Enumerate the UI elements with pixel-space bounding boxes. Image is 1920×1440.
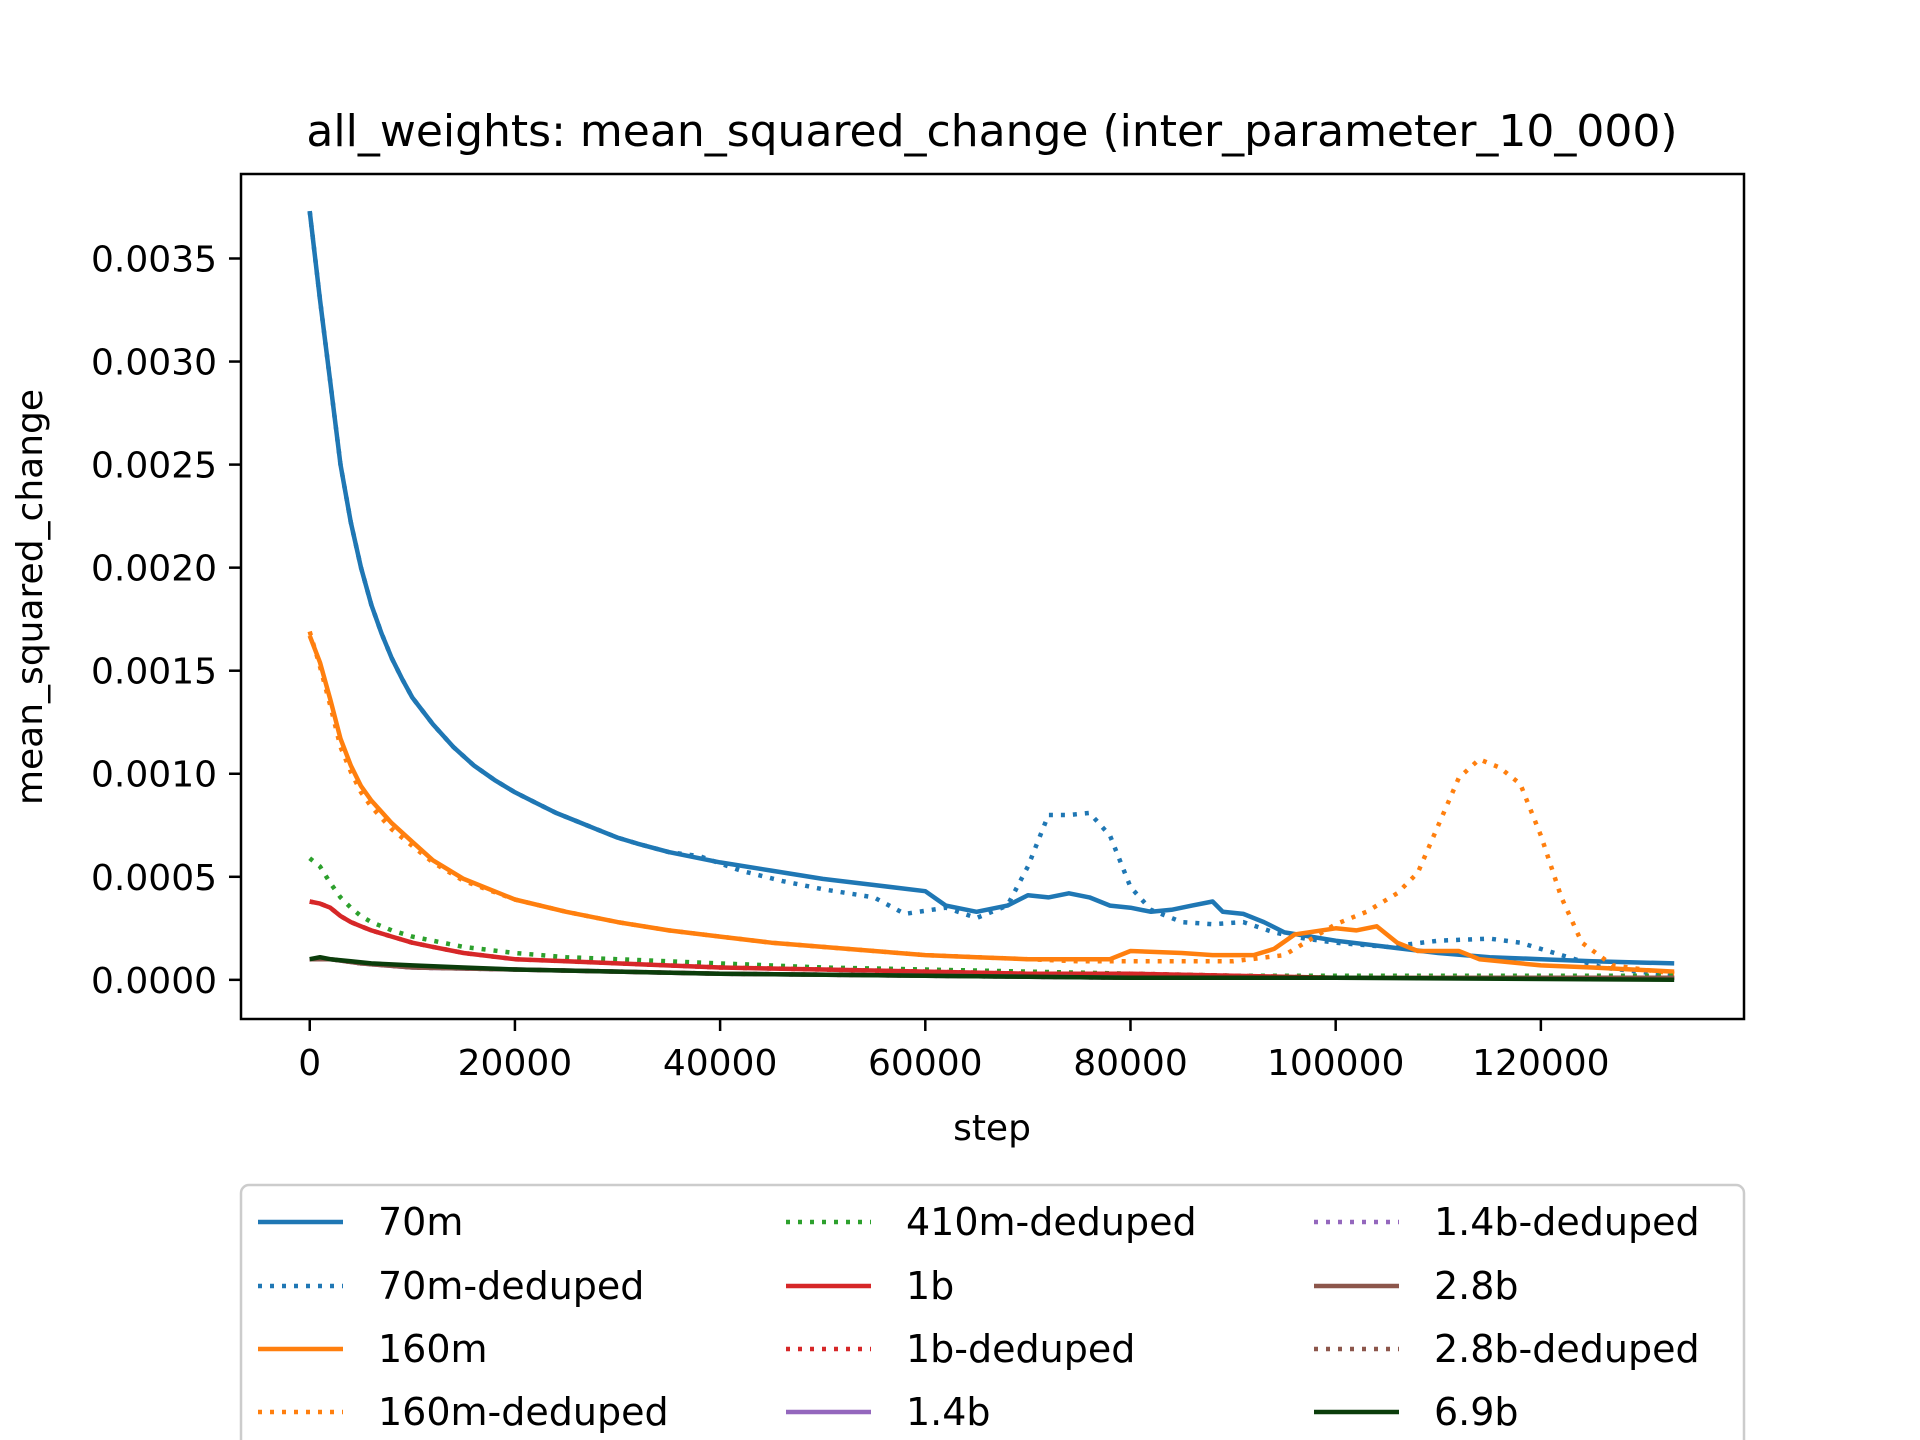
legend-label: 160m-deduped (378, 1390, 669, 1434)
legend-label: 70m (378, 1200, 463, 1244)
series-line-1b-deduped (309, 899, 1675, 981)
legend-label: 2.8b (1434, 1264, 1519, 1308)
y-tick-label: 0.0010 (91, 755, 217, 796)
plot-series (307, 210, 1675, 983)
legend-label: 70m-deduped (378, 1264, 644, 1308)
series-line-160m-deduped (307, 630, 1675, 976)
y-tick-label: 0.0015 (91, 652, 217, 693)
x-tick-label: 80000 (1073, 1043, 1188, 1084)
series-line-70m (307, 210, 1675, 966)
y-tick-label: 0.0025 (91, 446, 217, 487)
legend-label: 2.8b-deduped (1434, 1327, 1700, 1371)
series-line-160m (307, 634, 1675, 974)
legend-label: 160m (378, 1327, 488, 1371)
y-tick-label: 0.0005 (91, 858, 217, 899)
series-line-70m-deduped (307, 210, 1675, 978)
series-line-410m-deduped (308, 856, 1675, 978)
chart-title: all_weights: mean_squared_change (inter_… (306, 106, 1677, 157)
y-tick-label: 0.0000 (91, 961, 217, 1002)
x-tick-label: 40000 (663, 1043, 778, 1084)
y-tick-label: 0.0020 (91, 549, 217, 590)
x-axis-label: step (953, 1108, 1031, 1149)
x-tick-label: 20000 (458, 1043, 573, 1084)
series-line-6.9b (309, 954, 1675, 983)
x-tick-label: 60000 (868, 1043, 983, 1084)
legend: 70m 70m-deduped 160m 160m-deduped 410m-dedup… (258, 1200, 1700, 1434)
y-tick-label: 0.0030 (91, 343, 217, 384)
legend-label: 6.9b (1434, 1390, 1519, 1434)
x-tick-label: 100000 (1267, 1043, 1404, 1084)
y-axis: 0.0000 0.0005 0.0010 0.0015 0.0020 0.0025 0.00… (91, 240, 241, 1002)
x-tick-label: 0 (298, 1043, 321, 1084)
legend-box (239, 1183, 1746, 1440)
plot-frame (239, 172, 1746, 1021)
legend-label: 1.4b (906, 1390, 991, 1434)
x-tick-label: 120000 (1472, 1043, 1609, 1084)
legend-label: 1b (906, 1264, 954, 1308)
y-tick-label: 0.0035 (91, 240, 217, 281)
legend-label: 1b-deduped (906, 1327, 1135, 1371)
legend-label: 1.4b-deduped (1434, 1200, 1700, 1244)
legend-label: 410m-deduped (906, 1200, 1197, 1244)
y-axis-label: mean_squared_change (10, 389, 51, 805)
x-axis: 0 20000 40000 60000 80000 100000 120000 (298, 1019, 1610, 1084)
